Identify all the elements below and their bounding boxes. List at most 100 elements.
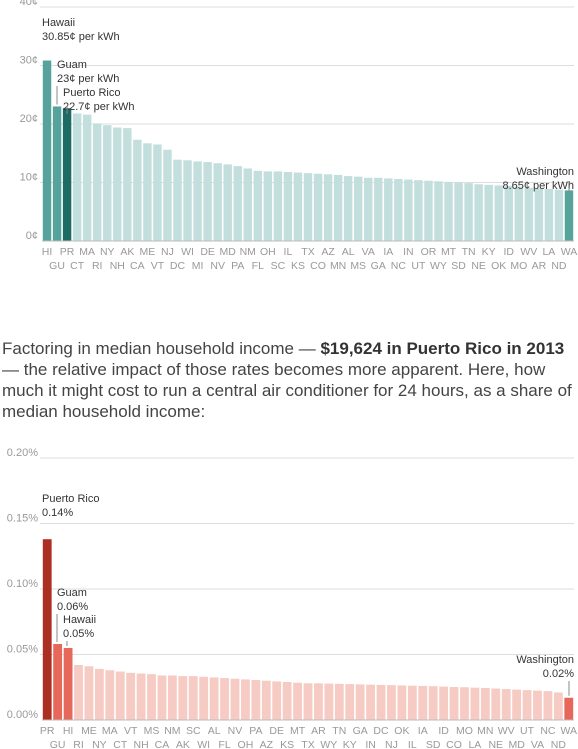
annotation-label: Hawaii [42, 17, 75, 29]
category-label: DC [170, 260, 186, 272]
category-label: WA [561, 725, 578, 737]
category-label: NC [391, 260, 407, 272]
y-tick-label: 20¢ [20, 113, 38, 125]
annotation-label: Guam [57, 59, 87, 71]
bar-wa [564, 190, 574, 241]
category-label: OH [238, 739, 254, 749]
category-label: GU [50, 739, 66, 749]
bar-ct [72, 113, 82, 241]
bar-nj [387, 685, 396, 720]
bar-id [439, 686, 449, 720]
y-tick-label: 40¢ [20, 0, 38, 8]
category-label: SD [426, 739, 441, 749]
bar-nh [113, 127, 122, 241]
annotation-label: Washington [516, 166, 574, 178]
bar-vt [153, 144, 162, 241]
bar-mt [293, 682, 302, 720]
bar-mn [333, 174, 343, 241]
category-label: IL [284, 246, 293, 258]
category-label: AK [120, 246, 134, 258]
y-tick-label: 30¢ [20, 55, 38, 67]
bar-va [364, 177, 373, 241]
bar-fl [220, 678, 229, 720]
annotation-value: 0.05% [63, 628, 94, 640]
category-label: CT [70, 260, 85, 272]
category-label: OK [491, 260, 506, 272]
bar-ks [293, 172, 303, 241]
bar-nc [394, 178, 403, 241]
annotation-value: 23¢ per kWh [57, 73, 119, 85]
bar-fl [253, 170, 263, 241]
annotation-value: 0.14% [42, 507, 73, 519]
category-label: MT [441, 246, 457, 258]
category-label: NV [228, 725, 243, 737]
category-label: HI [42, 246, 53, 258]
y-tick-label: 0.10% [7, 578, 38, 590]
bar-nh [136, 673, 146, 720]
category-label: GA [371, 260, 386, 272]
bar-me [84, 666, 94, 720]
bar-gu [53, 644, 63, 720]
bar-ga [355, 684, 365, 720]
bar-ny [103, 125, 112, 241]
category-label: ND [551, 739, 567, 749]
bar-hi [42, 60, 52, 242]
bar-pr [62, 108, 72, 241]
bar-oh [263, 171, 273, 241]
category-label: GU [49, 260, 65, 272]
category-label: RI [73, 739, 84, 749]
bar-wy [324, 683, 334, 720]
category-label: IN [365, 739, 376, 749]
category-label: FL [218, 739, 230, 749]
category-label: ME [81, 725, 97, 737]
category-label: AR [311, 725, 326, 737]
bar-ca [133, 139, 142, 241]
bar-gu [52, 106, 62, 241]
category-label: NH [134, 739, 149, 749]
category-label: IA [418, 725, 428, 737]
bar-nd [553, 692, 563, 720]
bar-ks [282, 682, 292, 720]
paragraph-text-2: — the relative impact of those rates bec… [2, 360, 572, 421]
annotation-label: Washington [516, 654, 574, 666]
category-label: PA [231, 260, 244, 272]
category-label: AZ [321, 246, 335, 258]
bar-sd [454, 182, 463, 241]
category-label: MO [510, 260, 527, 272]
bar-de [203, 162, 212, 241]
category-label: VT [151, 260, 165, 272]
category-label: DE [200, 246, 215, 258]
category-label: SC [271, 260, 286, 272]
annotation-label: Puerto Rico [63, 87, 120, 99]
bar-ut [414, 180, 423, 241]
category-label: PR [40, 725, 55, 737]
bar-la [544, 188, 554, 241]
bar-mt [444, 181, 453, 241]
category-label: AR [532, 260, 547, 272]
bar-al [209, 677, 219, 720]
category-label: NY [92, 739, 107, 749]
category-label: CA [155, 739, 170, 749]
bar-ca [157, 675, 167, 720]
category-label: MN [330, 260, 346, 272]
bar-al [343, 176, 353, 241]
bar-ak [123, 128, 132, 241]
category-label: MT [290, 725, 306, 737]
category-label: NY [100, 246, 115, 258]
bar-ne [474, 184, 483, 241]
bar-nv [213, 163, 222, 241]
bar-ut [522, 690, 532, 720]
bar-ar [534, 188, 544, 241]
category-label: PR [60, 246, 75, 258]
explanatory-paragraph: Factoring in median household income — $… [2, 338, 576, 422]
bar-ms [147, 674, 156, 720]
category-label: GA [353, 725, 368, 737]
category-label: ND [551, 260, 567, 272]
category-label: SD [451, 260, 466, 272]
bar-ok [397, 685, 407, 720]
bar-az [261, 680, 271, 720]
category-label: AK [176, 739, 190, 749]
category-label: NM [164, 725, 180, 737]
bar-pa [251, 680, 261, 720]
category-label: TX [301, 739, 314, 749]
